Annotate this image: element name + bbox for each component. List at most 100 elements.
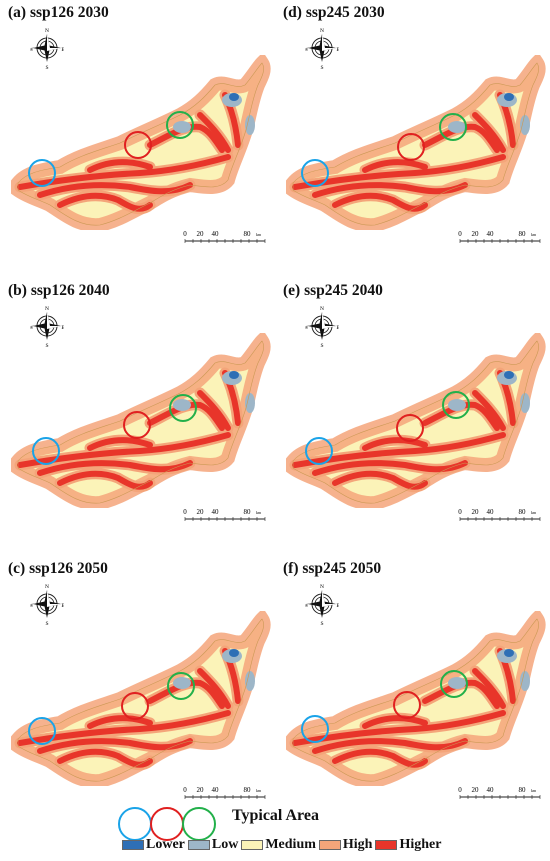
higher-zone — [362, 715, 428, 729]
typical-area-red-circle — [121, 692, 149, 720]
low-zone — [520, 671, 530, 691]
typical-area-blue-circle — [32, 437, 60, 465]
raster-map — [286, 55, 546, 230]
low-zone — [173, 399, 191, 411]
scale-tick-label: 40 — [487, 786, 495, 794]
compass-w-label: W — [305, 603, 309, 609]
typical-area-green-circle — [440, 670, 468, 698]
typical-area-green-circle — [169, 394, 197, 422]
region-outline — [292, 618, 539, 782]
higher-zone — [87, 159, 153, 173]
lower-zone — [229, 649, 239, 657]
compass-n-label: N — [45, 28, 49, 34]
north-arrow-icon: N S E W — [30, 306, 64, 348]
higher-zone — [57, 748, 153, 768]
scale-tick-label: 40 — [487, 230, 495, 238]
higher-zone — [422, 679, 500, 709]
higher-zone — [422, 401, 500, 431]
higher-zone — [292, 710, 506, 746]
compass-n-label: N — [320, 584, 324, 590]
typical-area-red-circle — [123, 411, 151, 439]
compass-e-label: E — [336, 47, 339, 53]
scale-tick-label: 0 — [458, 508, 462, 516]
panel-title: (b) ssp126 2040 — [8, 282, 110, 299]
compass-w-label: W — [305, 47, 309, 53]
scale-tick-label: 40 — [487, 508, 495, 516]
scale-tick-label: 0 — [458, 230, 462, 238]
low-zone — [173, 677, 191, 689]
panel-title: (d) ssp245 2030 — [283, 4, 385, 21]
typical-area-blue-circle — [301, 715, 329, 743]
compass-e-label: E — [336, 603, 339, 609]
scale-tick-label: 80 — [519, 508, 527, 516]
typical-area-green-circle — [439, 113, 467, 141]
higher-zone — [197, 112, 231, 153]
higher-zone — [197, 390, 231, 431]
raster-map — [286, 611, 546, 786]
scale-unit-label: km — [531, 510, 537, 515]
higher-zone — [332, 748, 428, 768]
swatch-lower — [122, 840, 144, 850]
higher-zone — [422, 123, 500, 153]
lower-zone — [504, 371, 514, 379]
raster-map — [286, 333, 546, 508]
scale-tick-label: 40 — [212, 508, 220, 516]
low-zone — [520, 115, 530, 135]
compass-n-label: N — [320, 306, 324, 312]
scale-tick-label: 40 — [212, 786, 220, 794]
legend-label-high: High — [342, 837, 373, 852]
higher-zone — [312, 460, 468, 476]
compass-e-label: E — [336, 325, 339, 331]
legend-classes: Lower Low Medium High Higher — [122, 836, 444, 854]
scale-unit-label: km — [531, 232, 537, 237]
scale-unit-label: km — [256, 232, 262, 237]
compass-w-label: W — [30, 603, 34, 609]
legend-label-higher: Higher — [399, 837, 442, 852]
scale-bar: 0 20 40 80 km — [183, 786, 266, 799]
typical-area-red-circle — [396, 414, 424, 442]
compass-s-label: S — [320, 65, 323, 70]
north-arrow-icon: N S E W — [30, 28, 64, 70]
compass-w-label: W — [30, 325, 34, 331]
scale-tick-label: 40 — [212, 230, 220, 238]
compass-n-label: N — [45, 306, 49, 312]
scale-unit-label: km — [256, 510, 262, 515]
typical-area-label: Typical Area — [232, 807, 319, 824]
higher-zone — [37, 460, 193, 476]
typical-area-green-circle — [167, 672, 195, 700]
compass-e-label: E — [61, 603, 64, 609]
low-zone — [448, 677, 466, 689]
higher-zone — [312, 738, 468, 754]
scale-tick-label: 20 — [472, 230, 480, 238]
scale-unit-label: km — [256, 788, 262, 793]
swatch-medium — [241, 840, 264, 850]
compass-w-label: W — [305, 325, 309, 331]
scale-bar: 0 20 40 80 km — [458, 786, 541, 799]
panel-title: (c) ssp126 2050 — [8, 560, 108, 577]
map-panel: (b) ssp126 2040 N S E W 0 20 40 80 km — [0, 278, 275, 548]
raster-map — [11, 333, 271, 508]
scale-bar: 0 20 40 80 km — [458, 230, 541, 243]
higher-zone — [472, 668, 506, 709]
higher-zone — [472, 112, 506, 153]
typical-area-red-circle — [397, 133, 425, 161]
lower-zone — [229, 93, 239, 101]
typical-area-red-circle — [124, 131, 152, 159]
scale-tick-label: 0 — [458, 786, 462, 794]
scale-tick-label: 80 — [244, 230, 252, 238]
legend-item-low: Low — [187, 837, 238, 853]
scale-tick-label: 0 — [183, 508, 187, 516]
region-outline — [17, 340, 264, 504]
north-arrow-icon: N S E W — [305, 306, 339, 348]
scale-tick-label: 20 — [197, 230, 205, 238]
map-panel: (a) ssp126 2030 N S E W 0 20 40 80 km — [0, 0, 275, 270]
scale-bar: 0 20 40 80 km — [183, 508, 266, 521]
compass-s-label: S — [45, 65, 48, 70]
typical-area-green-circle — [166, 111, 194, 139]
scale-tick-label: 80 — [244, 786, 252, 794]
typical-area-blue-circle — [28, 159, 56, 187]
panel-title: (e) ssp245 2040 — [283, 282, 383, 299]
legend-label-medium: Medium — [265, 837, 316, 852]
higher-zone — [87, 437, 153, 451]
scale-tick-label: 20 — [472, 508, 480, 516]
